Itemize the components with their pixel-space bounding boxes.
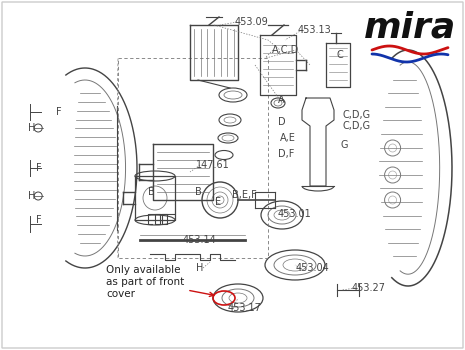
Text: F: F [56,107,62,117]
Text: D: D [278,117,286,127]
Text: F: F [36,215,42,225]
Text: Only available
as part of front
cover: Only available as part of front cover [106,265,214,299]
Text: H: H [196,263,203,273]
Text: B: B [148,187,155,197]
Text: 147.61: 147.61 [196,160,230,170]
Text: D,F: D,F [278,149,294,159]
Text: H: H [28,191,35,201]
Text: 453.27: 453.27 [352,283,386,293]
Text: C: C [336,50,343,60]
Text: B: B [195,187,202,197]
Text: 453.04: 453.04 [296,263,330,273]
Text: 453.13: 453.13 [298,25,332,35]
Text: C,D,G: C,D,G [342,121,370,131]
Text: E: E [215,197,221,207]
Text: C,D,G: C,D,G [342,110,370,120]
Text: A,E: A,E [280,133,296,143]
Text: mira: mira [364,11,456,45]
Text: 453.17: 453.17 [228,303,262,313]
Text: 453.01: 453.01 [278,209,312,219]
Text: 453.14: 453.14 [183,235,217,245]
Text: G: G [340,140,347,150]
Text: F: F [36,163,42,173]
Text: 453.09: 453.09 [235,17,269,27]
Text: H: H [28,123,35,133]
Text: A,C,D: A,C,D [272,45,299,55]
Text: A: A [278,95,285,105]
Text: B,E,F: B,E,F [232,190,257,200]
